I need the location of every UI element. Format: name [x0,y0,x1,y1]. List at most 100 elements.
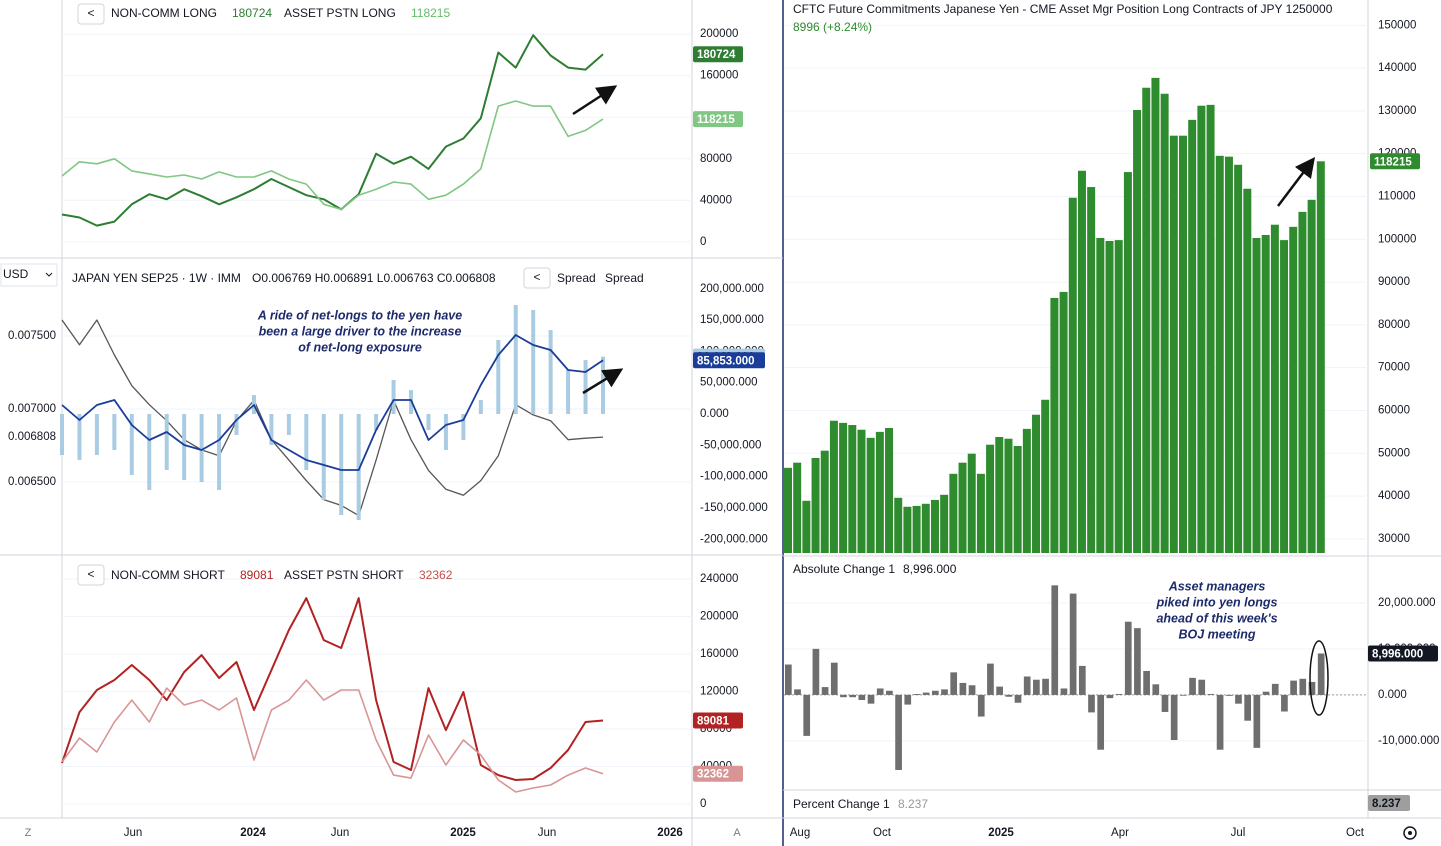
y-tick-label: 0.000 [700,408,729,420]
spread-bar [94,414,99,456]
x-tick-label: 2026 [657,827,683,839]
currency-select[interactable] [0,263,58,287]
bar [941,689,948,695]
price-badge-label: 118215 [1374,156,1412,168]
bar [1180,694,1187,696]
bar [976,473,985,553]
y-tick-label: 130000 [1378,105,1416,117]
spread-bar [426,414,431,431]
bar [1215,155,1224,553]
bar [858,694,866,700]
bar [820,450,829,553]
bar [904,694,912,705]
bar [886,690,893,695]
spread-bar [531,310,536,415]
bar [1307,199,1316,553]
bar [1252,237,1261,553]
annotation: piked into yen longs [1156,595,1278,609]
bar [840,694,847,698]
y-tick-label: 60000 [1378,405,1410,417]
price-badge [1368,645,1438,662]
legend-value: 118215 [411,6,450,20]
legend-button-label[interactable]: < [87,6,94,20]
y-tick-label: 0.007500 [8,330,56,342]
bar [1253,694,1261,748]
bar [1299,678,1307,695]
bar [1059,291,1068,553]
currency[interactable]: USD [3,267,29,281]
x-tick-label: Oct [1346,827,1365,839]
bar [1014,694,1022,703]
legend-button-label[interactable]: < [533,270,540,284]
settings-icon[interactable] [1403,826,1417,840]
bar [1198,679,1206,695]
price-badge-label: 8.237 [1372,798,1401,810]
y-tick-label: -50,000.000 [700,439,761,451]
series-line [61,597,604,781]
y-tick-label: -150,000.000 [700,502,768,514]
bar [839,422,848,553]
bar [1041,399,1050,553]
bar [996,686,1003,695]
pane-value: 8,996.000 [903,562,957,576]
spread-bar [304,414,309,470]
spread-bar [129,414,134,475]
bar [894,497,903,553]
bar [1087,187,1096,553]
x-tick-label: 2024 [240,827,266,839]
bar [903,506,912,553]
price-badge [1368,795,1410,811]
spread-bar [478,399,483,415]
legend-button[interactable] [77,564,105,586]
bar [1179,135,1188,553]
bar [1261,234,1270,554]
bar [959,682,967,695]
bar [913,693,921,695]
bar [1188,119,1197,553]
bar [1161,694,1169,712]
spread-bar [286,414,291,435]
y-tick-label: 120000 [700,686,738,698]
bar [895,694,902,770]
y-tick-label: 240000 [700,573,738,585]
spread-bar [339,414,344,515]
bar [849,694,856,698]
bar [821,687,829,695]
y-tick-label: 200000 [700,28,738,40]
pane-title: Percent Change 1 [793,797,890,811]
y-tick-label: -10,000.000 [1378,735,1439,747]
bar [811,457,820,553]
settings-icon-dot [1408,831,1412,835]
toolbar-button[interactable]: Z [25,827,32,839]
y-tick-label: 150000 [1378,19,1416,31]
series-line [61,319,604,517]
legend-button[interactable] [77,3,105,25]
chart-subtitle: 8996 (+8.24%) [793,20,872,34]
bar [1298,211,1307,553]
x-tick-label: Jun [124,827,143,839]
bar [848,425,857,553]
y-tick-label: 90000 [1378,276,1410,288]
legend-button-label[interactable]: < [87,567,94,581]
bar [1013,445,1022,553]
bar [794,689,801,695]
x-tick-label: Jul [1231,827,1246,839]
bar [1022,428,1031,553]
bar [1270,224,1279,553]
legend-button[interactable] [523,267,551,289]
bar [1216,694,1224,750]
bar [967,453,976,553]
bar [1234,164,1243,553]
chart-title: CFTC Future Commitments Japanese Yen - C… [793,2,1333,16]
arrow [582,368,624,395]
toolbar-button[interactable]: A [733,827,741,839]
spread-bar [112,414,117,451]
annotation: been a large driver to the increase [259,324,462,338]
y-tick-label: 30000 [1378,533,1410,545]
y-tick-label: 160000 [700,70,738,82]
x-tick-label: Jun [331,827,350,839]
bar [875,431,884,553]
series-line [61,34,604,227]
bar [1115,693,1123,695]
arrow [1277,157,1316,207]
